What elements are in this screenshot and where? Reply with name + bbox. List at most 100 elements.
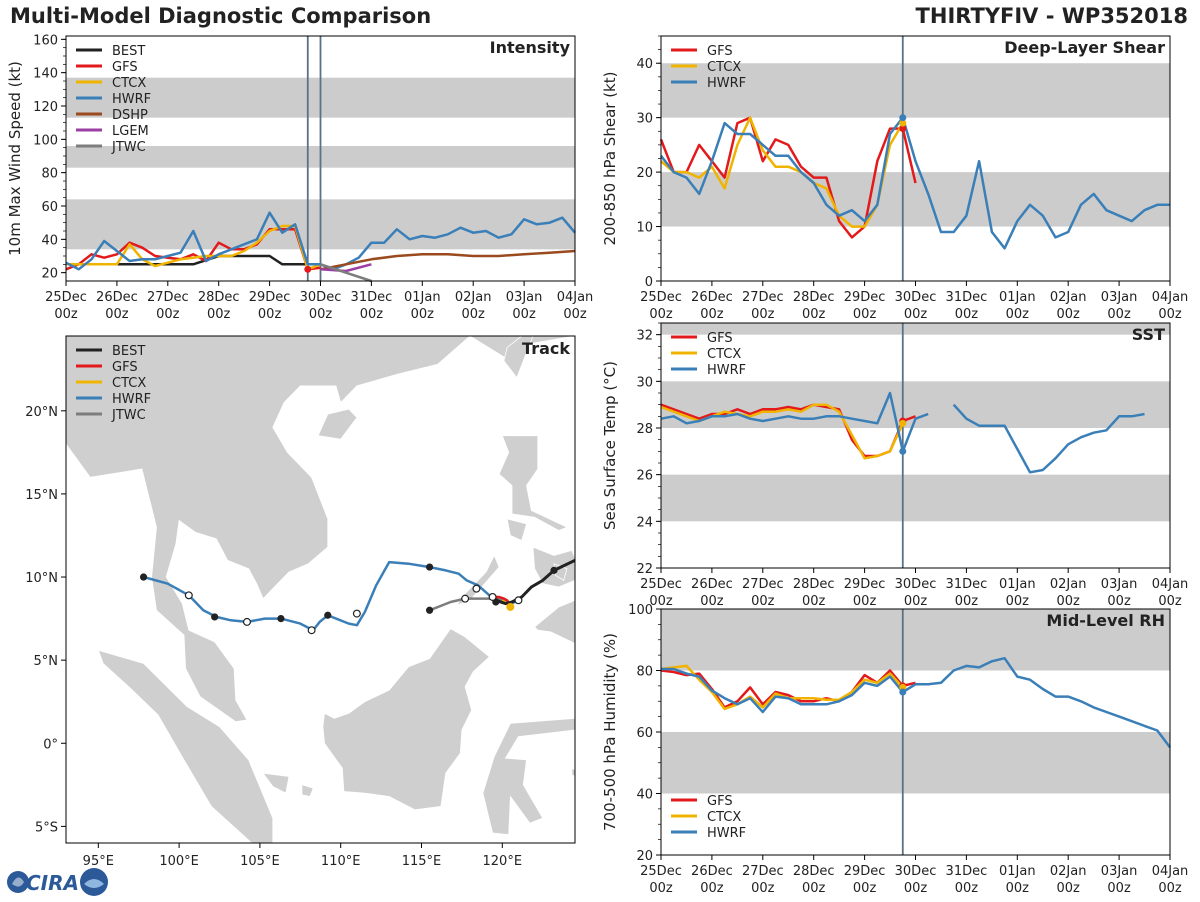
landmass xyxy=(503,336,534,379)
rh-band xyxy=(661,609,1170,671)
shear-xtick-hour: 00z xyxy=(955,307,979,322)
shear-xtick-date: 02Jan xyxy=(1050,290,1087,305)
shear-xtick-hour: 00z xyxy=(649,307,673,322)
rh-xtick-hour: 00z xyxy=(700,881,724,896)
rh-xtick-date: 02Jan xyxy=(1050,864,1087,879)
intensity-ytick-label: 80 xyxy=(41,167,58,182)
rh-xtick-hour: 00z xyxy=(904,881,928,896)
landmass xyxy=(262,772,290,794)
rh-xtick-hour: 00z xyxy=(751,881,775,896)
sst-xtick-hour: 00z xyxy=(1057,594,1081,609)
sst-xtick-date: 30Dec xyxy=(895,577,937,592)
intensity-ytick-label: 140 xyxy=(33,67,58,82)
sst-xtick-hour: 00z xyxy=(955,594,979,609)
sst-title: SST xyxy=(1132,325,1165,344)
sst-init-point xyxy=(899,419,907,427)
landmass xyxy=(482,717,575,836)
landmass xyxy=(506,518,527,542)
rh-ytick-label: 80 xyxy=(636,665,653,680)
intensity-xtick-date: 02Jan xyxy=(455,290,492,305)
shear-xtick-hour: 00z xyxy=(700,307,724,322)
intensity-xtick-date: 31Dec xyxy=(351,290,393,305)
intensity-ytick-label: 120 xyxy=(33,100,58,115)
intensity-xtick-hour: 00z xyxy=(462,307,486,322)
intensity-ytick-label: 160 xyxy=(33,33,58,48)
intensity-xtick-hour: 00z xyxy=(563,307,587,322)
shear-xtick-date: 03Jan xyxy=(1101,290,1138,305)
sst-panel: 22 24 26 28 30 32 25Dec 00z 26Dec 00z 27Dec 00z 28De… xyxy=(601,322,1188,609)
intensity-series-gfs xyxy=(65,228,321,271)
rh-xtick-date: 04Jan xyxy=(1152,864,1189,879)
sst-xtick-date: 25Dec xyxy=(640,577,682,592)
rh-xtick-date: 25Dec xyxy=(640,864,682,879)
rh-xtick-date: 31Dec xyxy=(946,864,988,879)
sst-xtick-hour: 00z xyxy=(1107,594,1131,609)
cira-logo: CIRA xyxy=(4,866,108,898)
shear-legend-label: CTCX xyxy=(707,60,741,75)
shear-xtick-hour: 00z xyxy=(853,307,877,322)
track-legend-label: JTWC xyxy=(111,408,146,423)
intensity-xtick-date: 28Dec xyxy=(198,290,240,305)
track-ytick-label: 0° xyxy=(43,737,58,752)
rh-xtick-hour: 00z xyxy=(802,881,826,896)
rh-title: Mid-Level RH xyxy=(1046,611,1165,630)
intensity-xtick-date: 01Jan xyxy=(404,290,441,305)
rh-xtick-hour: 00z xyxy=(1158,881,1182,896)
track-panel: 95°E 100°E 105°E 110°E 115°E 120°E 20°N 15°N 10°… xyxy=(25,335,576,869)
rh-xtick-date: 29Dec xyxy=(844,864,886,879)
rh-ytick-label: 40 xyxy=(636,788,653,803)
rh-series-ctcx xyxy=(660,664,904,711)
shear-xtick-hour: 00z xyxy=(751,307,775,322)
intensity-xtick-hour: 00z xyxy=(258,307,282,322)
intensity-legend-label: HWRF xyxy=(112,92,151,107)
intensity-ylabel: 10m Max Wind Speed (kt) xyxy=(6,61,24,256)
shear-ytick-label: 20 xyxy=(636,166,653,181)
shear-xtick-date: 04Jan xyxy=(1152,290,1189,305)
intensity-xtick-date: 30Dec xyxy=(300,290,342,305)
rh-xtick-date: 30Dec xyxy=(895,864,937,879)
track-xtick-label: 110°E xyxy=(321,854,361,869)
shear-ytick-label: 10 xyxy=(636,221,653,236)
rh-ytick-label: 20 xyxy=(636,849,653,864)
shear-xtick-hour: 00z xyxy=(1107,307,1131,322)
intensity-xtick-date: 26Dec xyxy=(96,290,138,305)
sst-series-hwrf xyxy=(660,391,1145,474)
landmass xyxy=(322,628,491,811)
track-point-filled xyxy=(425,606,434,614)
track-series-jtwc xyxy=(429,597,510,612)
track-point-open xyxy=(242,617,251,626)
track-xtick-label: 115°E xyxy=(402,854,442,869)
shear-init-point xyxy=(899,114,907,122)
landmass xyxy=(571,767,575,777)
shear-xtick-hour: 00z xyxy=(1057,307,1081,322)
shear-xtick-hour: 00z xyxy=(1006,307,1030,322)
rh-ytick-label: 60 xyxy=(636,726,653,741)
intensity-panel: 20 40 60 80 100 120 140 160 25Dec 00z 26Dec 00z 27De… xyxy=(6,33,593,322)
sst-band xyxy=(661,474,1170,522)
landmass xyxy=(301,784,314,797)
cira-logo-text: CIRA xyxy=(26,871,79,895)
rh-xtick-date: 03Jan xyxy=(1101,864,1138,879)
rh-xtick-date: 26Dec xyxy=(691,864,733,879)
shear-band xyxy=(661,63,1170,118)
sst-xtick-date: 26Dec xyxy=(691,577,733,592)
shear-series-hwrf xyxy=(660,116,1170,250)
intensity-ytick-label: 60 xyxy=(41,200,58,215)
shear-init-point xyxy=(899,125,907,133)
sst-ytick-label: 22 xyxy=(636,562,653,577)
shear-xtick-date: 26Dec xyxy=(691,290,733,305)
sst-xtick-date: 03Jan xyxy=(1101,577,1138,592)
track-legend-label: GFS xyxy=(112,360,138,375)
intensity-xtick-hour: 00z xyxy=(156,307,180,322)
track-legend-label: HWRF xyxy=(112,392,151,407)
rh-ytick-label: 100 xyxy=(628,603,653,618)
track-point-open xyxy=(461,594,470,603)
track-point-filled xyxy=(211,613,219,621)
shear-series-ctcx xyxy=(660,116,904,228)
shear-xtick-date: 25Dec xyxy=(640,290,682,305)
sst-ytick-label: 26 xyxy=(636,469,653,484)
track-point-filled xyxy=(277,614,285,623)
shear-title: Deep-Layer Shear xyxy=(1004,38,1165,57)
shear-ytick-label: 0 xyxy=(645,275,653,290)
shear-xtick-date: 27Dec xyxy=(742,290,784,305)
